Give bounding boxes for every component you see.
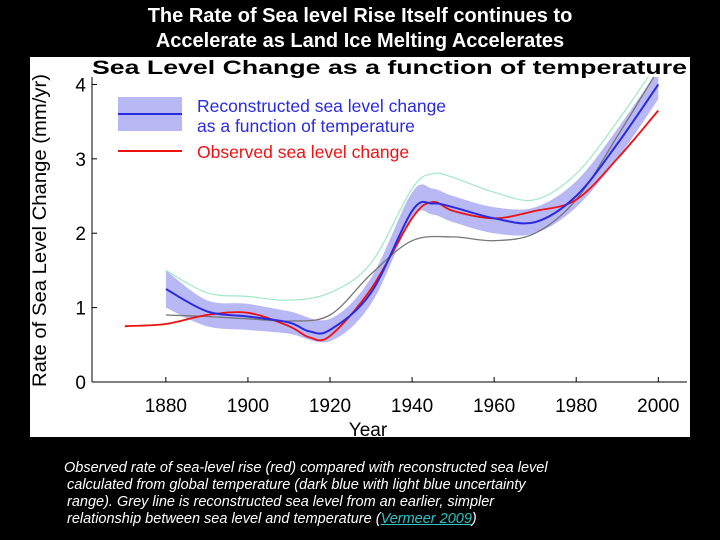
caption-line4: relationship between sea level and tempe… [67, 511, 697, 528]
x-tick-label: 1940 [391, 396, 433, 417]
y-tick-label: 1 [75, 299, 86, 320]
caption-line3: range). Grey line is reconstructed sea l… [67, 494, 495, 510]
legend-label-observed: Observed sea level change [197, 142, 409, 162]
chart-panel: 1880 1900 1920 1940 1960 1980 2000 0 1 2 3 4 Recons… [30, 57, 690, 437]
y-tick-label: 3 [75, 150, 86, 171]
series-line-upper [165, 77, 649, 301]
slide-title: The Rate of Sea level Rise Itself contin… [0, 4, 720, 54]
caption-line4-suffix: ) [471, 511, 477, 527]
chart-caption: Observed rate of sea-level rise (red) co… [64, 460, 697, 528]
caption-line1: Observed rate of sea-level rise (red) co… [64, 460, 548, 476]
legend-label-reconstructed: as a function of temperature [197, 116, 415, 136]
series-line-reconstructed [165, 83, 660, 335]
slide-title-line2: Accelerate as Land Ice Melting Accelerat… [155, 30, 565, 52]
y-tick-label: 0 [75, 373, 86, 394]
chart-y-axis-label: Rate of Sea Level Change (mm/yr) [30, 74, 51, 387]
x-tick-label: 1960 [473, 396, 515, 417]
caption-line4-prefix: relationship between sea level and tempe… [67, 511, 381, 527]
chart-title: Sea Level Change as a function of temper… [92, 57, 687, 79]
vermeer-2009-link[interactable]: Vermeer 2009 [380, 511, 472, 527]
series-line-grey [165, 77, 655, 322]
caption-line2: calculated from global temperature (dark… [67, 477, 526, 493]
x-tick-label: 1920 [309, 396, 351, 417]
slide-title-line1: The Rate of Sea level Rise Itself contin… [147, 5, 573, 27]
legend-label-reconstructed: Reconstructed sea level change [197, 96, 446, 116]
x-tick-label: 1980 [555, 396, 597, 417]
x-tick-label: 1880 [145, 396, 187, 417]
x-tick-label: 1900 [227, 396, 269, 417]
x-tick-label: 2000 [637, 396, 679, 417]
y-tick-label: 4 [75, 75, 86, 96]
y-tick-label: 2 [75, 224, 86, 245]
chart-x-axis-label: Year [349, 420, 388, 437]
sea-level-chart: 1880 1900 1920 1940 1960 1980 2000 0 1 2 3 4 Recons… [30, 57, 687, 437]
